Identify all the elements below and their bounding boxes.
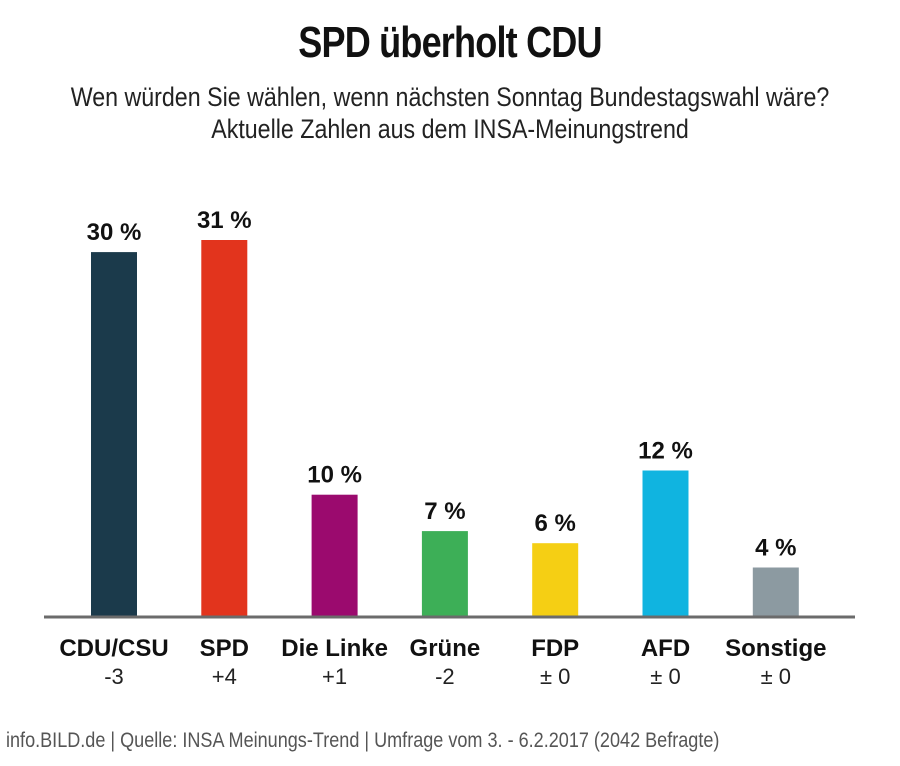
bar-spd — [201, 240, 248, 616]
bar-gr-ne — [421, 531, 468, 616]
data-label: 7 % — [424, 498, 465, 525]
labels-group: 30 % CDU/CSU-3 31 % SPD+4 10 % Die Linke+1 7 %… — [59, 207, 826, 689]
bar-afd — [642, 470, 689, 616]
bar-sonstige — [752, 567, 799, 616]
change-label: ± 0 — [540, 664, 570, 689]
change-label: +4 — [212, 664, 237, 689]
bar-fdp — [532, 543, 579, 616]
data-label: 31 % — [197, 207, 252, 234]
chart-subtitle-question: Wen würden Sie wählen, wenn nächsten Son… — [70, 82, 830, 112]
data-label: 4 % — [755, 535, 796, 562]
chart-title: SPD überholt CDU — [298, 18, 602, 67]
x-tick-label: FDP — [531, 635, 579, 662]
change-label: -2 — [435, 664, 455, 689]
bars-group — [91, 240, 799, 616]
change-label: -3 — [104, 664, 124, 689]
x-tick-label: Sonstige — [725, 635, 826, 662]
x-tick-label: SPD — [200, 635, 249, 662]
x-tick-label: Die Linke — [281, 635, 388, 662]
bar-die-linke — [311, 494, 358, 616]
x-tick-label: CDU/CSU — [59, 635, 168, 662]
change-label: ± 0 — [650, 664, 680, 689]
change-label: +1 — [322, 664, 347, 689]
chart-footer-source: info.BILD.de | Quelle: INSA Meinungs-Tre… — [6, 729, 720, 752]
chart-subtitle-source: Aktuelle Zahlen aus dem INSA-Meinungstre… — [211, 114, 689, 144]
x-tick-label: AFD — [641, 635, 690, 662]
change-label: ± 0 — [761, 664, 791, 689]
data-label: 6 % — [535, 510, 576, 537]
data-label: 30 % — [87, 219, 142, 246]
bar-cdu-csu — [91, 252, 137, 616]
x-tick-label: Grüne — [410, 635, 481, 662]
data-label: 12 % — [638, 438, 693, 465]
data-label: 10 % — [307, 462, 362, 489]
